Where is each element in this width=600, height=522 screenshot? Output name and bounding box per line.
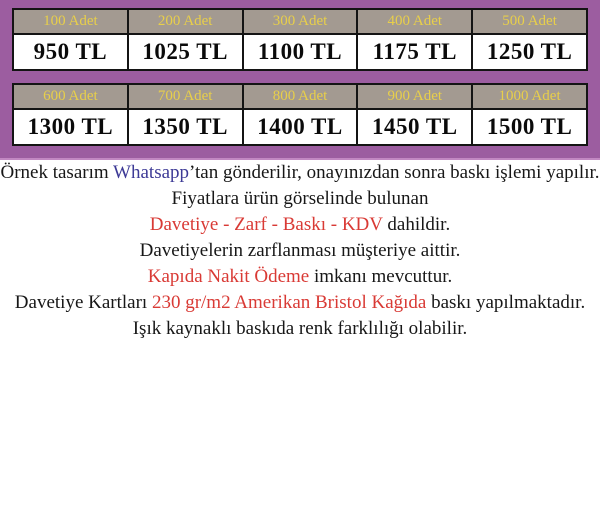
price-cell: 1175 TL xyxy=(356,33,474,71)
pricing-table-100-500: 100 Adet 200 Adet 300 Adet 400 Adet 500 … xyxy=(12,8,588,71)
note-text: imkanı mevcuttur. xyxy=(309,266,453,287)
note-text: Davetiye Kartları xyxy=(14,292,152,313)
price-cell: 1450 TL xyxy=(356,108,474,146)
whatsapp-brand-text: Whatsapp xyxy=(113,162,190,183)
note-price-includes: Fiyatlara ürün görselinde bulunan Davetiy… xyxy=(0,186,600,238)
quantity-cell: 1000 Adet xyxy=(471,83,588,110)
note-text: Fiyatlara ürün görselinde bulunan xyxy=(171,188,429,209)
quantity-header-row: 600 Adet 700 Adet 800 Adet 900 Adet 1000… xyxy=(12,83,588,110)
quantity-cell: 700 Adet xyxy=(126,83,244,110)
price-cell: 1350 TL xyxy=(126,108,244,146)
pricing-table-600-1000: 600 Adet 700 Adet 800 Adet 900 Adet 1000… xyxy=(12,83,588,146)
quantity-cell: 500 Adet xyxy=(471,8,588,35)
price-cell: 1250 TL xyxy=(471,33,588,71)
quantity-cell: 800 Adet xyxy=(241,83,359,110)
paper-spec-highlight: 230 gr/m2 Amerikan Bristol Kağıda xyxy=(151,292,427,313)
price-cell: 1400 TL xyxy=(241,108,359,146)
note-text: ’tan gönderilir, onayınızdan sonra baskı… xyxy=(189,162,600,183)
note-text: dahildir. xyxy=(382,214,451,235)
note-sample-design: Örnek tasarım Whatsapp’tan gönderilir, o… xyxy=(0,160,600,186)
quantity-cell: 300 Adet xyxy=(241,8,359,35)
quantity-header-row: 100 Adet 200 Adet 300 Adet 400 Adet 500 … xyxy=(12,8,588,35)
price-cell: 1500 TL xyxy=(471,108,588,146)
product-notes: Örnek tasarım Whatsapp’tan gönderilir, o… xyxy=(0,160,600,342)
note-text: Davetiyelerin zarflanması müşteriye aitt… xyxy=(139,240,461,261)
quantity-cell: 200 Adet xyxy=(126,8,244,35)
quantity-cell: 900 Adet xyxy=(356,83,474,110)
included-items-highlight: Davetiye - Zarf - Baskı - KDV xyxy=(149,214,383,235)
price-row: 1300 TL 1350 TL 1400 TL 1450 TL 1500 TL xyxy=(12,108,588,146)
note-paper-type: Davetiye Kartları 230 gr/m2 Amerikan Bri… xyxy=(0,290,600,342)
cash-on-delivery-highlight: Kapıda Nakit Ödeme xyxy=(147,266,310,287)
price-cell: 950 TL xyxy=(12,33,129,71)
pricing-banner: 100 Adet 200 Adet 300 Adet 400 Adet 500 … xyxy=(0,0,600,160)
note-text: baskı yapılmaktadır. xyxy=(426,292,586,313)
price-cell: 1100 TL xyxy=(241,33,359,71)
quantity-cell: 100 Adet xyxy=(12,8,129,35)
price-cell: 1300 TL xyxy=(12,108,129,146)
price-cell: 1025 TL xyxy=(126,33,244,71)
quantity-cell: 600 Adet xyxy=(12,83,129,110)
note-text: Işık kaynaklı baskıda renk farklılığı ol… xyxy=(132,318,468,339)
note-cash-on-delivery: Kapıda Nakit Ödeme imkanı mevcuttur. xyxy=(0,264,600,290)
quantity-cell: 400 Adet xyxy=(356,8,474,35)
note-envelope-responsibility: Davetiyelerin zarflanması müşteriye aitt… xyxy=(0,238,600,264)
note-text: Örnek tasarım xyxy=(0,162,114,183)
price-row: 950 TL 1025 TL 1100 TL 1175 TL 1250 TL xyxy=(12,33,588,71)
